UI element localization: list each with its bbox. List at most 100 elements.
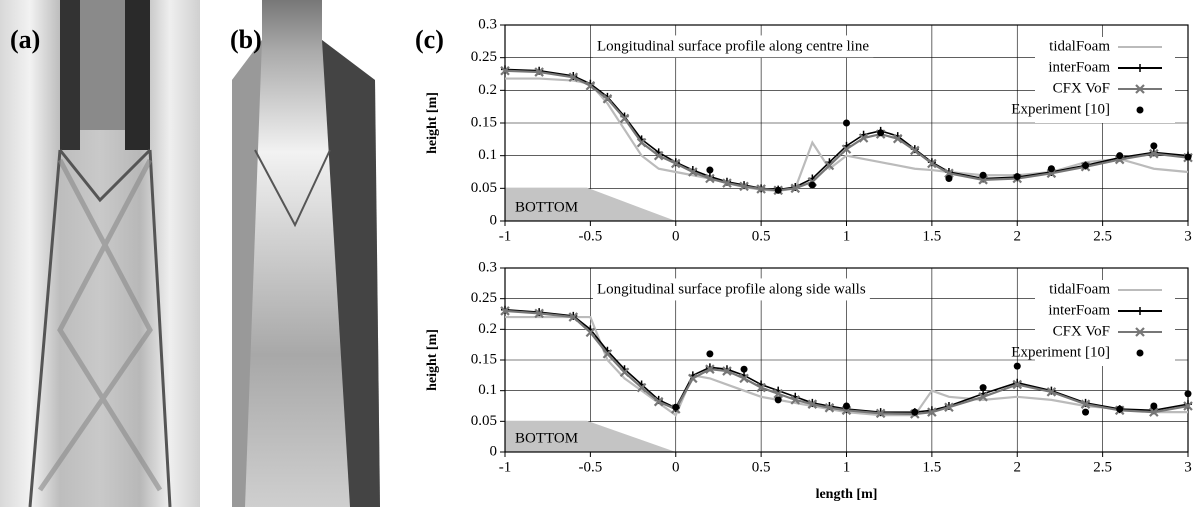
marker-cross — [875, 408, 886, 419]
y-tick-label: 0.15 — [471, 351, 497, 367]
marker-cross — [1046, 387, 1057, 397]
y-tick-label: 0.1 — [478, 147, 497, 163]
y-tick-label: 0.25 — [471, 49, 497, 65]
marker-cross — [705, 173, 715, 184]
marker-dot — [843, 402, 850, 410]
x-tick-label: 1.5 — [923, 228, 942, 244]
panel-label: (a) — [10, 25, 40, 54]
marker-cross — [585, 327, 596, 338]
y-tick-label: 0.1 — [478, 382, 497, 398]
marker-cross — [619, 367, 630, 378]
bottom-label: BOTTOM — [515, 199, 578, 215]
bottom-label: BOTTOM — [515, 430, 578, 446]
x-tick-label: 1 — [843, 228, 851, 244]
marker-dot — [808, 181, 816, 189]
y-tick-label: 0 — [490, 443, 498, 459]
marker-cross — [944, 168, 954, 179]
series-line — [505, 77, 1189, 193]
marker-dot — [1047, 165, 1055, 173]
y-tick-label: 0.3 — [478, 259, 497, 275]
panel-label: (c) — [415, 25, 444, 54]
marker-cross — [1135, 84, 1145, 94]
marker-dot — [1150, 142, 1158, 150]
y-tick-label: 0 — [490, 212, 498, 228]
marker-cross — [722, 178, 732, 188]
marker-dot — [843, 119, 850, 127]
marker-dot — [911, 408, 919, 416]
marker-cross — [739, 373, 749, 384]
x-tick-label: 0.5 — [752, 459, 771, 475]
y-tick-label: 0.05 — [471, 413, 497, 429]
marker-cross — [636, 137, 647, 148]
marker-plus — [1136, 64, 1144, 72]
marker-dot — [1150, 402, 1158, 410]
marker-cross — [790, 183, 801, 194]
y-tick-label: 0.25 — [471, 290, 497, 306]
marker-plus — [1136, 307, 1144, 315]
marker-dot — [1116, 152, 1124, 160]
marker-dot — [877, 129, 885, 137]
marker-cross — [824, 160, 835, 171]
marker-cross — [619, 113, 630, 124]
marker-cross — [1149, 148, 1159, 159]
marker-dot — [1136, 349, 1144, 357]
marker-cross — [790, 395, 801, 405]
marker-cross — [858, 133, 869, 143]
marker-cross — [705, 364, 715, 374]
frame — [504, 24, 1189, 222]
marker-cross — [1012, 379, 1023, 390]
legend-label: interFoam — [1048, 59, 1110, 75]
x-tick-label: 3 — [1184, 459, 1192, 475]
marker-cross — [1135, 327, 1145, 337]
legend-box — [1035, 280, 1175, 366]
marker-dot — [1082, 408, 1090, 416]
marker-cross — [892, 133, 903, 144]
marker-dot — [1184, 153, 1192, 161]
marker-cross — [807, 399, 818, 409]
frame — [504, 267, 1189, 453]
marker-cross — [636, 382, 647, 393]
marker-cross — [824, 403, 835, 413]
title-box — [593, 278, 870, 301]
marker-cross — [927, 158, 937, 169]
legend-label: Experiment [10] — [1011, 101, 1110, 117]
marker-cross — [602, 349, 613, 359]
bottom-shape — [505, 187, 676, 221]
legend-label: tidalFoam — [1049, 281, 1110, 297]
x-tick-label: 2 — [1014, 228, 1022, 244]
marker-dot — [1013, 362, 1021, 370]
bottom-shape — [505, 420, 676, 452]
chart-subtitle: Longitudinal surface profile along side … — [597, 281, 866, 297]
marker-dot — [774, 186, 782, 194]
chart-subtitle: Longitudinal surface profile along centr… — [597, 38, 869, 54]
panel-b-image — [232, 0, 380, 507]
marker-dot — [1082, 161, 1090, 169]
x-tick-label: -1 — [499, 228, 512, 244]
y-tick-label: 0.2 — [478, 82, 497, 98]
series-line — [504, 308, 1189, 413]
y-tick-label: 0.15 — [471, 114, 497, 130]
panel-label: (b) — [230, 25, 262, 54]
x-tick-label: 1 — [843, 459, 851, 475]
x-tick-label: 2.5 — [1093, 459, 1112, 475]
marker-cross — [688, 167, 698, 177]
marker-dot — [740, 365, 748, 373]
marker-cross — [534, 67, 544, 77]
panel-a-image — [0, 0, 200, 508]
x-tick-label: -1 — [499, 459, 512, 475]
marker-cross — [500, 65, 510, 76]
legend-label: tidalFoam — [1049, 38, 1110, 54]
marker-dot — [774, 396, 782, 404]
marker-dot — [979, 384, 987, 392]
marker-cross — [739, 181, 749, 192]
legend-label: Experiment [10] — [1011, 344, 1110, 360]
legend-label: interFoam — [1048, 302, 1110, 318]
marker-cross — [602, 94, 613, 104]
marker-cross — [568, 72, 579, 83]
marker-dot — [1136, 106, 1144, 114]
marker-cross — [1183, 401, 1193, 411]
marker-cross — [927, 407, 937, 417]
marker-cross — [688, 373, 698, 384]
x-tick-label: 0 — [672, 459, 680, 475]
x-tick-label: 1.5 — [923, 459, 942, 475]
